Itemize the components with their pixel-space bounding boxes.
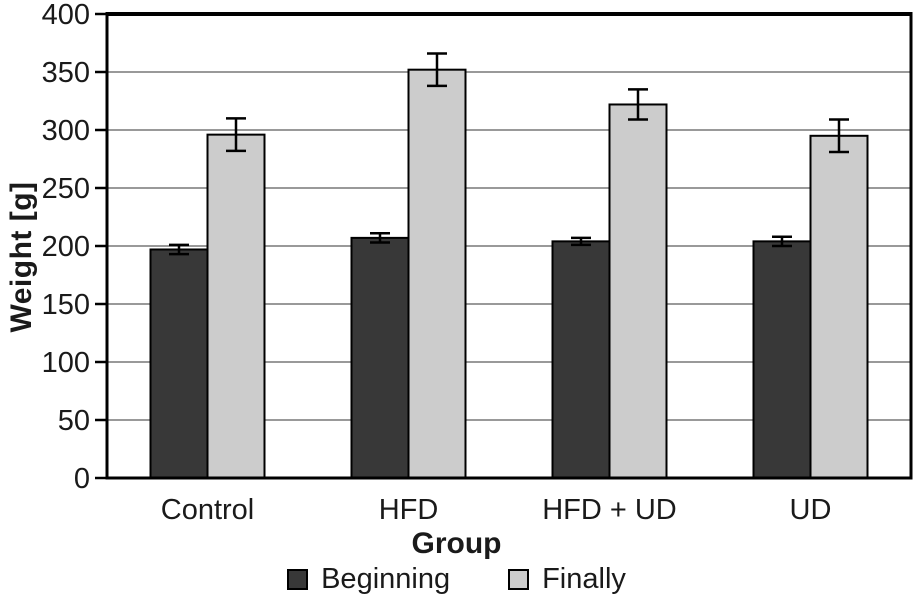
bar-Finally-Control — [206, 133, 266, 479]
y-tick-label: 250 — [42, 173, 90, 205]
y-tick-label: 100 — [42, 347, 90, 379]
bar-Beginning-HFD — [350, 236, 410, 479]
y-tick-label: 350 — [42, 57, 90, 89]
finally-swatch-icon — [508, 569, 530, 590]
bar-Beginning-Control — [149, 248, 209, 479]
x-category-label: Control — [161, 494, 255, 526]
beginning-swatch-icon — [287, 569, 309, 590]
y-tick-label: 200 — [42, 231, 90, 263]
legend-item-finally: Finally — [508, 563, 626, 596]
y-tick-label: 150 — [42, 289, 90, 321]
y-axis-title: Weight [g] — [5, 181, 38, 333]
y-tick-label: 400 — [42, 0, 90, 31]
legend-label-beginning: Beginning — [321, 563, 451, 595]
legend-label-finally: Finally — [542, 563, 626, 595]
x-axis-title: Group — [411, 527, 502, 560]
x-category-label: HFD — [379, 494, 439, 526]
bar-Finally-HFD + UD — [608, 103, 668, 479]
y-tick-label: 50 — [58, 405, 90, 437]
y-tick-label: 300 — [42, 115, 90, 147]
legend: Beginning Finally — [0, 563, 913, 596]
bar-Beginning-UD — [752, 240, 812, 479]
y-tick-label: 0 — [74, 463, 90, 495]
bar-Finally-HFD — [407, 68, 467, 480]
bar-Beginning-HFD + UD — [551, 240, 611, 479]
bar-Finally-UD — [809, 134, 869, 480]
plot-area: 0 50 100 150 200 250 300 350 400 Control HFD HFD + … — [42, 0, 913, 526]
x-category-label: UD — [790, 494, 832, 526]
legend-item-beginning: Beginning — [287, 563, 450, 596]
x-category-label: HFD + UD — [542, 494, 677, 526]
